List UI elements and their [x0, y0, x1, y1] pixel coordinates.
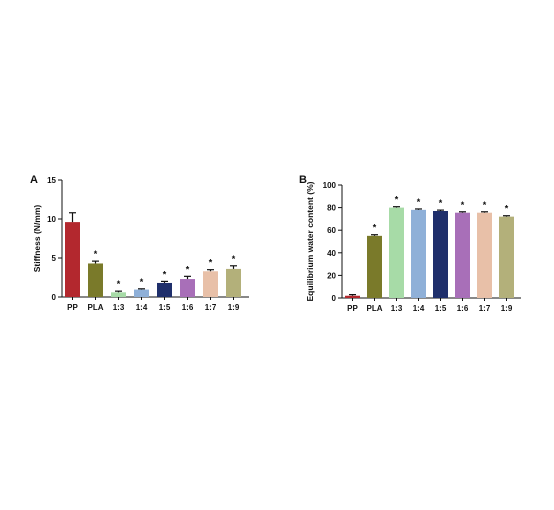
y-tick-label: 10 [47, 215, 56, 224]
y-axis-title: Equilibrium water content (%) [305, 181, 315, 301]
y-tick-label: 0 [332, 294, 337, 303]
bar [65, 222, 80, 297]
category-label: 1:4 [136, 303, 148, 312]
significance-star: * [395, 195, 399, 205]
significance-star: * [209, 258, 213, 268]
bar [367, 235, 382, 298]
category-label: 1:6 [182, 303, 194, 312]
significance-star: * [373, 223, 377, 233]
bar [134, 289, 149, 297]
category-label: PLA [367, 304, 383, 313]
category-label: PLA [88, 303, 104, 312]
bar [477, 212, 492, 298]
significance-star: * [186, 264, 190, 274]
y-axis-title: Stiffness (N/mm) [32, 205, 42, 273]
significance-star: * [417, 197, 421, 207]
category-label: 1:5 [159, 303, 171, 312]
category-label: 1:9 [228, 303, 240, 312]
category-label: 1:9 [501, 304, 513, 313]
bar [455, 212, 470, 298]
category-label: 1:7 [479, 304, 491, 313]
bar [226, 268, 241, 297]
y-tick-label: 5 [52, 254, 57, 263]
bar [157, 282, 172, 297]
significance-star: * [483, 200, 487, 210]
bar [411, 209, 426, 298]
significance-star: * [117, 279, 121, 289]
category-label: 1:7 [205, 303, 217, 312]
y-tick-label: 20 [327, 271, 336, 280]
significance-star: * [232, 254, 236, 264]
significance-star: * [505, 204, 509, 214]
y-tick-label: 0 [52, 293, 57, 302]
significance-star: * [140, 277, 144, 287]
bar [180, 279, 195, 297]
bar [203, 271, 218, 297]
y-tick-label: 15 [47, 176, 56, 185]
panel-a-stiffness-chart: A Stiffness (N/mm) 0 5 10 15 PP * PLA * 1:3 * 1:4 * 1:… [30, 174, 249, 312]
y-tick-label: 100 [323, 181, 337, 190]
category-label: 1:4 [413, 304, 425, 313]
bar [345, 295, 360, 298]
y-tick-label: 80 [327, 204, 336, 213]
category-label: 1:3 [391, 304, 403, 313]
category-label: 1:3 [113, 303, 125, 312]
category-label: 1:6 [457, 304, 469, 313]
bar [88, 263, 103, 297]
panel-letter: B [299, 174, 307, 186]
category-label: 1:5 [435, 304, 447, 313]
bar [111, 292, 126, 297]
significance-star: * [439, 198, 443, 208]
panel-letter: A [30, 174, 38, 186]
category-label: PP [347, 304, 358, 313]
bar [389, 207, 404, 298]
significance-star: * [163, 269, 167, 279]
y-tick-label: 60 [327, 226, 336, 235]
bar [499, 216, 514, 298]
bar [433, 210, 448, 298]
y-tick-label: 40 [327, 249, 336, 258]
category-label: PP [67, 303, 78, 312]
significance-star: * [94, 249, 98, 259]
significance-star: * [461, 200, 465, 210]
